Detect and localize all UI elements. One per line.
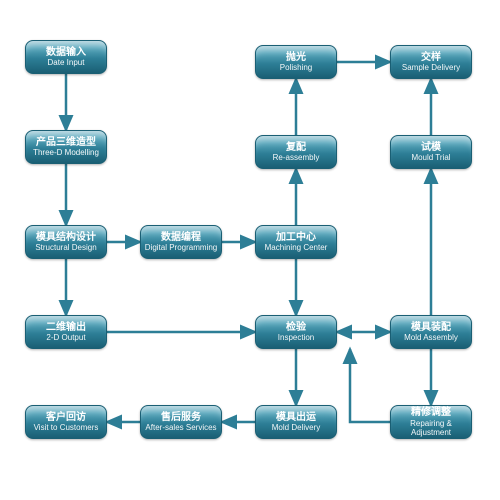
node-sample: 交样Sample Delivery	[390, 45, 472, 79]
node-model-cn: 产品三维造型	[36, 137, 96, 149]
node-input-cn: 数据输入	[46, 47, 86, 59]
node-model-en: Three-D Modelling	[33, 148, 99, 157]
node-program: 数据编程Digital Programming	[140, 225, 222, 259]
node-after: 售后服务After-sales Services	[140, 405, 222, 439]
node-inspect-en: Inspection	[278, 333, 314, 342]
node-program-cn: 数据编程	[161, 232, 201, 244]
node-reassembly-cn: 复配	[286, 142, 306, 154]
node-inspect-cn: 检验	[286, 322, 306, 334]
node-assembly-en: Mold Assembly	[404, 333, 458, 342]
node-delivery-cn: 模具出运	[276, 412, 316, 424]
node-repair-en: Repairing & Adjustment	[393, 419, 469, 437]
node-machining: 加工中心Machining Center	[255, 225, 337, 259]
node-trial-en: Mould Trial	[411, 153, 450, 162]
node-polishing-cn: 抛光	[286, 52, 306, 64]
node-input-en: Date Input	[48, 58, 85, 67]
node-repair: 精修调整Repairing & Adjustment	[390, 405, 472, 439]
node-struct-en: Structural Design	[35, 243, 96, 252]
node-polishing-en: Polishing	[280, 63, 312, 72]
node-reassembly: 复配Re-assembly	[255, 135, 337, 169]
node-visit-cn: 客户回访	[46, 412, 86, 424]
node-output2d-en: 2-D Output	[46, 333, 85, 342]
node-struct: 模具结构设计Structural Design	[25, 225, 107, 259]
node-sample-en: Sample Delivery	[402, 63, 460, 72]
node-struct-cn: 模具结构设计	[36, 232, 96, 244]
node-output2d-cn: 二维输出	[46, 322, 86, 334]
node-assembly-cn: 模具装配	[411, 322, 451, 334]
node-after-cn: 售后服务	[161, 412, 201, 424]
node-machining-cn: 加工中心	[276, 232, 316, 244]
node-program-en: Digital Programming	[145, 243, 217, 252]
node-assembly: 模具装配Mold Assembly	[390, 315, 472, 349]
node-trial: 试模Mould Trial	[390, 135, 472, 169]
node-sample-cn: 交样	[421, 52, 441, 64]
node-output2d: 二维输出2-D Output	[25, 315, 107, 349]
node-machining-en: Machining Center	[265, 243, 328, 252]
node-polishing: 抛光Polishing	[255, 45, 337, 79]
node-input: 数据输入Date Input	[25, 40, 107, 74]
node-inspect: 检验Inspection	[255, 315, 337, 349]
node-trial-cn: 试模	[421, 142, 441, 154]
node-after-en: After-sales Services	[145, 423, 216, 432]
node-reassembly-en: Re-assembly	[273, 153, 320, 162]
node-model: 产品三维造型Three-D Modelling	[25, 130, 107, 164]
node-delivery: 模具出运Mold Delivery	[255, 405, 337, 439]
node-visit: 客户回访Visit to Customers	[25, 405, 107, 439]
node-delivery-en: Mold Delivery	[272, 423, 320, 432]
node-repair-cn: 精修调整	[411, 407, 451, 419]
node-visit-en: Visit to Customers	[34, 423, 99, 432]
